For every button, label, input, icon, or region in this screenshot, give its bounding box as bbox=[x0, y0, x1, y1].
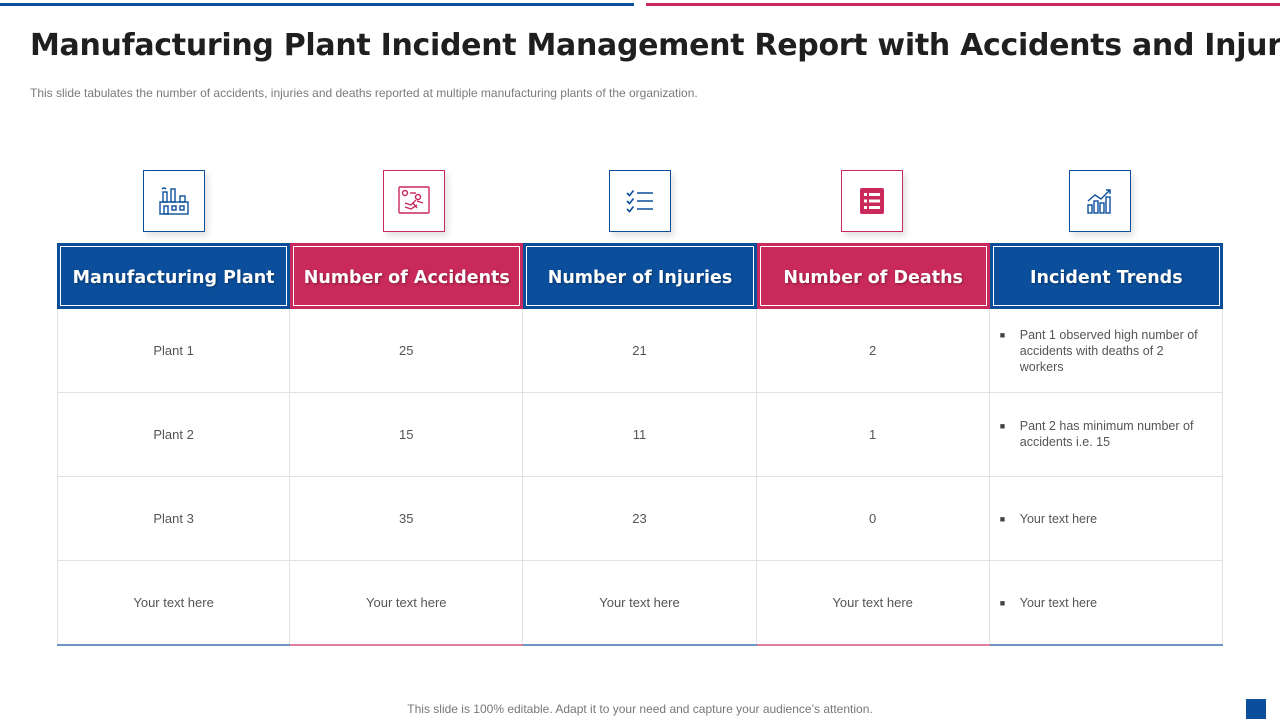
cell-injuries: 11 bbox=[523, 393, 757, 476]
cell-trend: ■ Pant 1 observed high number of accident… bbox=[990, 309, 1223, 392]
factory-icon bbox=[143, 170, 205, 232]
header-manufacturing-plant: Manufacturing Plant bbox=[57, 243, 291, 309]
cell-injuries: 23 bbox=[523, 477, 757, 560]
bullet-icon: ■ bbox=[999, 421, 1006, 431]
table-bottom-border bbox=[57, 644, 1223, 646]
cell-deaths: Your text here bbox=[757, 561, 990, 644]
trend-chart-icon bbox=[1069, 170, 1131, 232]
bullet-icon: ■ bbox=[999, 513, 1006, 524]
trend-text: Pant 1 observed high number of accidents… bbox=[1019, 328, 1198, 374]
cell-accidents: 15 bbox=[290, 393, 524, 476]
cell-injuries: 21 bbox=[523, 309, 757, 392]
cell-trend: ■ Your text here bbox=[990, 477, 1223, 560]
page-title: Manufacturing Plant Incident Management … bbox=[30, 28, 1280, 63]
cell-plant: Plant 3 bbox=[57, 477, 291, 560]
header-number-of-injuries: Number of Injuries bbox=[523, 243, 757, 309]
header-number-of-deaths: Number of Deaths bbox=[756, 243, 990, 309]
table-row: Your text here Your text here Your text … bbox=[57, 561, 1223, 644]
header-incident-trends: Incident Trends bbox=[989, 243, 1223, 309]
trend-text: Pant 2 has minimum number of accidents i… bbox=[1019, 419, 1194, 449]
cell-plant: Plant 2 bbox=[57, 393, 291, 476]
cell-injuries: Your text here bbox=[523, 561, 757, 644]
cell-trend: ■ Pant 2 has minimum number of accidents … bbox=[990, 393, 1223, 476]
incident-table: Manufacturing Plant Number of Accidents … bbox=[57, 243, 1223, 646]
cell-deaths: 1 bbox=[757, 393, 990, 476]
top-accent-bar-red bbox=[646, 3, 1280, 6]
cell-trend: ■ Your text here bbox=[990, 561, 1223, 644]
accident-icon bbox=[383, 170, 445, 232]
top-accent-bar-blue bbox=[0, 3, 634, 6]
table-row: Plant 3 35 23 0 ■ Your text here bbox=[57, 477, 1223, 561]
cell-plant: Plant 1 bbox=[57, 309, 291, 392]
table-row: Plant 2 15 11 1 ■ Pant 2 has minimum numb… bbox=[57, 393, 1223, 477]
page-subtitle: This slide tabulates the number of accid… bbox=[30, 86, 698, 100]
table-header-row: Manufacturing Plant Number of Accidents … bbox=[57, 243, 1223, 309]
cell-deaths: 0 bbox=[757, 477, 990, 560]
table-row: Plant 1 25 21 2 ■ Pant 1 observed high nu… bbox=[57, 309, 1223, 393]
cell-plant: Your text here bbox=[57, 561, 291, 644]
footer-note: This slide is 100% editable. Adapt it to… bbox=[407, 702, 873, 716]
cell-accidents: 35 bbox=[290, 477, 524, 560]
cell-accidents: Your text here bbox=[290, 561, 524, 644]
cell-accidents: 25 bbox=[290, 309, 524, 392]
trend-text: Your text here bbox=[1019, 511, 1098, 526]
trend-text: Your text here bbox=[1019, 595, 1098, 610]
bullet-icon: ■ bbox=[999, 330, 1006, 340]
corner-accent-square bbox=[1246, 699, 1266, 719]
bullet-icon: ■ bbox=[999, 597, 1006, 608]
cell-deaths: 2 bbox=[757, 309, 990, 392]
list-report-icon bbox=[841, 170, 903, 232]
checklist-icon bbox=[609, 170, 671, 232]
header-number-of-accidents: Number of Accidents bbox=[290, 243, 524, 309]
